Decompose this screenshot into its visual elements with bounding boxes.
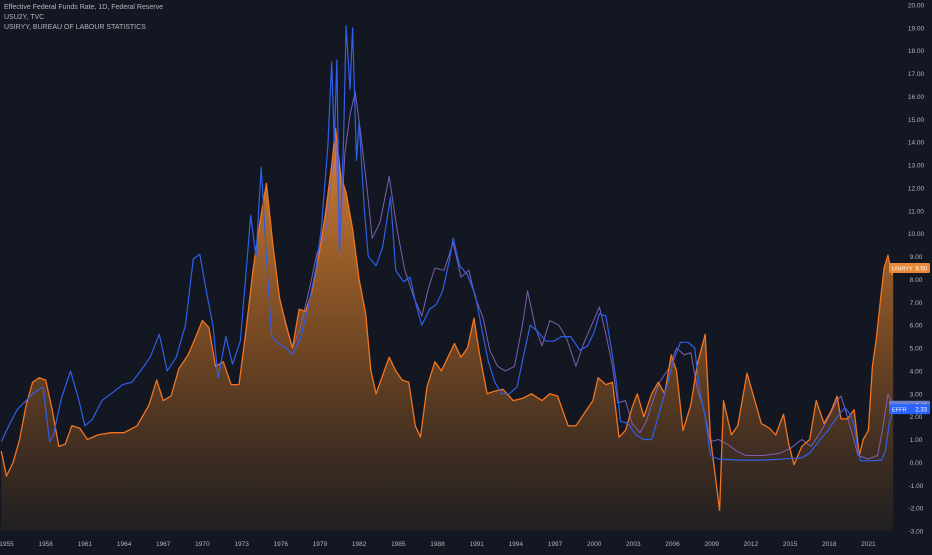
y-tick-label: 8.00 bbox=[910, 277, 923, 284]
y-tick-label: 14.00 bbox=[908, 140, 925, 147]
y-tick-label: 13.00 bbox=[908, 163, 925, 170]
y-tick-label: 10.00 bbox=[908, 231, 925, 238]
y-tick-label: 0.00 bbox=[910, 460, 923, 467]
x-tick-label: 1964 bbox=[117, 541, 132, 548]
x-tick-label: 2003 bbox=[626, 541, 641, 548]
y-tick-label: 15.00 bbox=[908, 117, 925, 124]
chart-legend: Effective Federal Funds Rate, 1D, Federa… bbox=[4, 3, 163, 33]
price-tag-box bbox=[889, 404, 930, 415]
y-tick-label: 9.00 bbox=[910, 254, 923, 261]
y-tick-label: 7.00 bbox=[910, 300, 923, 307]
x-tick-label: 1967 bbox=[156, 541, 171, 548]
y-tick-label: 12.00 bbox=[908, 186, 925, 193]
series-usiryy-fill bbox=[1, 128, 894, 531]
x-tick-label: 2006 bbox=[665, 541, 680, 548]
x-tick-label: 1973 bbox=[234, 541, 249, 548]
price-tag-usiryy: USIRYY 8.50 bbox=[889, 263, 930, 273]
y-tick-label: -1.00 bbox=[909, 483, 924, 490]
y-tick-label: 6.00 bbox=[910, 323, 923, 330]
x-tick-label: 1961 bbox=[78, 541, 93, 548]
series-usu2y-line[interactable] bbox=[282, 91, 894, 460]
price-tag-label: USIRYY bbox=[892, 266, 913, 272]
price-tag-value: 2.33 bbox=[915, 407, 927, 413]
time-axis[interactable]: 1955 1958 1961 1964 1967 1970 1973 1976 1979 1982… bbox=[0, 541, 876, 548]
y-tick-label: -3.00 bbox=[909, 529, 924, 536]
price-tag-box bbox=[889, 263, 930, 273]
legend-effr[interactable]: Effective Federal Funds Rate, 1D, Federa… bbox=[4, 4, 164, 11]
x-tick-label: 2015 bbox=[783, 541, 798, 548]
x-tick-label: 1991 bbox=[469, 541, 484, 548]
y-tick-label: -2.00 bbox=[909, 506, 924, 513]
x-tick-label: 1958 bbox=[38, 541, 53, 548]
series-usiryy-line[interactable] bbox=[0, 127, 894, 512]
y-tick-label: 2.00 bbox=[910, 414, 923, 421]
plot-layer bbox=[0, 25, 894, 531]
y-tick-label: 20.00 bbox=[908, 3, 925, 10]
x-tick-label: 2009 bbox=[704, 541, 719, 548]
series-effr-line[interactable] bbox=[0, 25, 894, 462]
x-tick-label: 1970 bbox=[195, 541, 210, 548]
x-tick-label: 1979 bbox=[313, 541, 328, 548]
price-tag-effr: EFFR 2.33 bbox=[889, 404, 930, 415]
x-tick-label: 1982 bbox=[352, 541, 367, 548]
x-tick-label: 2018 bbox=[822, 541, 837, 548]
x-tick-label: 1994 bbox=[509, 541, 524, 548]
y-tick-label: 18.00 bbox=[908, 48, 925, 55]
x-tick-label: 2000 bbox=[587, 541, 602, 548]
x-tick-label: 1976 bbox=[274, 541, 289, 548]
x-tick-label: 1988 bbox=[430, 541, 445, 548]
y-tick-label: 19.00 bbox=[908, 25, 925, 32]
y-tick-label: 16.00 bbox=[908, 94, 925, 101]
y-tick-label: 3.00 bbox=[910, 391, 923, 398]
legend-usu2y[interactable]: USU2Y, TVC bbox=[4, 14, 45, 21]
x-tick-label: 1985 bbox=[391, 541, 406, 548]
price-axis[interactable]: -3.00 -2.00 -1.00 0.00 1.00 2.00 3.00 4.00 5.00 6… bbox=[908, 3, 925, 536]
price-tag-value: 8.50 bbox=[915, 266, 927, 272]
y-tick-label: 1.00 bbox=[910, 437, 923, 444]
y-tick-label: 5.00 bbox=[910, 346, 923, 353]
legend-usiryy[interactable]: USIRYY, BUREAU OF LABOUR STATISTICS bbox=[4, 24, 146, 31]
price-tag-label: EFFR bbox=[892, 407, 907, 413]
x-tick-label: 1997 bbox=[548, 541, 563, 548]
y-tick-label: 11.00 bbox=[908, 208, 924, 215]
x-tick-label: 2021 bbox=[861, 541, 876, 548]
x-tick-label: 2012 bbox=[744, 541, 759, 548]
x-tick-label: 1955 bbox=[0, 541, 14, 548]
y-tick-label: 17.00 bbox=[908, 71, 925, 78]
y-tick-label: 4.00 bbox=[910, 368, 923, 375]
